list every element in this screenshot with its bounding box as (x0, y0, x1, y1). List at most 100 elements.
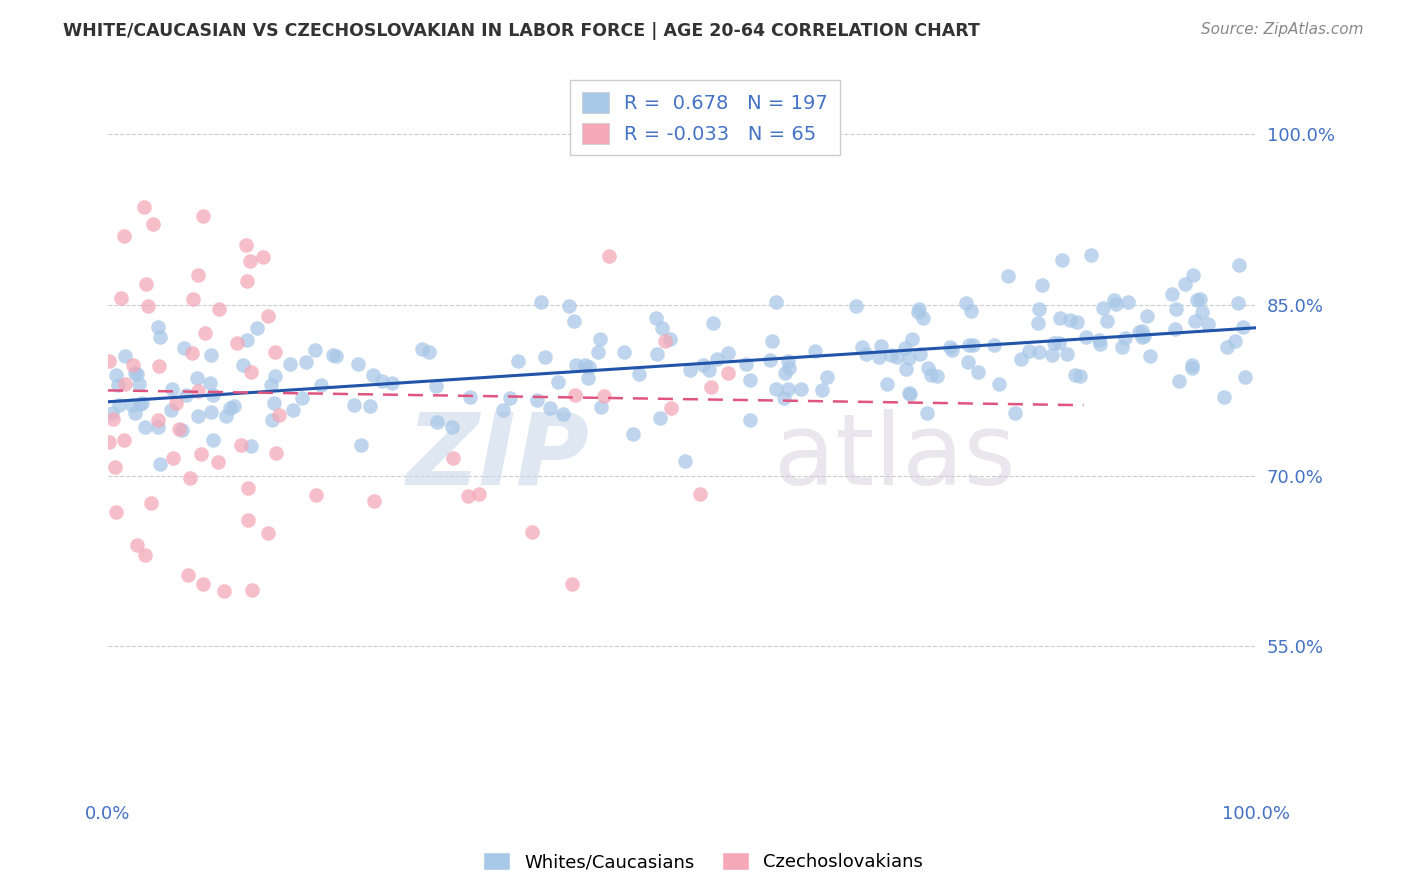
Point (121, 398, 143, 412)
Point (1185, 293, 1208, 307)
Point (260, 378, 283, 392)
Point (1047, 336, 1070, 351)
Point (530, 294, 553, 309)
Point (897, 385, 920, 400)
Point (1004, 406, 1026, 420)
Legend: R =  0.678   N = 197, R = -0.033   N = 65: R = 0.678 N = 197, R = -0.033 N = 65 (569, 80, 839, 155)
Point (1066, 315, 1088, 329)
Point (706, 352, 728, 367)
Point (135, 277, 157, 292)
Point (1052, 253, 1074, 268)
Point (202, 387, 225, 401)
Point (322, 348, 344, 362)
Point (1132, 328, 1154, 343)
Point (1227, 258, 1250, 272)
Point (941, 343, 963, 357)
Point (876, 377, 898, 392)
Point (162, 383, 184, 397)
Point (281, 402, 304, 417)
Point (187, 268, 209, 282)
Point (200, 405, 222, 419)
Point (778, 361, 800, 376)
Point (411, 342, 433, 356)
Point (1181, 361, 1204, 376)
Point (1111, 340, 1133, 354)
Point (181, 345, 204, 359)
Point (717, 345, 740, 359)
Point (1198, 318, 1220, 332)
Point (212, 584, 235, 599)
Point (565, 358, 588, 372)
Point (621, 427, 644, 442)
Legend: Whites/Caucasians, Czechoslovakians: Whites/Caucasians, Czechoslovakians (475, 845, 931, 879)
Point (104, 459, 127, 474)
Point (645, 311, 668, 326)
Point (1031, 278, 1053, 293)
Point (176, 388, 198, 402)
Point (128, 377, 150, 392)
Point (896, 362, 918, 376)
Point (855, 346, 877, 360)
Point (589, 332, 612, 346)
Point (778, 382, 800, 396)
Point (236, 274, 259, 288)
Point (561, 576, 583, 591)
Point (1128, 325, 1150, 339)
Point (689, 486, 711, 500)
Point (1136, 310, 1159, 324)
Point (880, 348, 903, 362)
Point (1233, 370, 1256, 384)
Point (200, 348, 222, 362)
Point (148, 320, 170, 334)
Point (810, 384, 832, 398)
Point (347, 357, 370, 371)
Point (1232, 319, 1254, 334)
Point (1189, 292, 1212, 306)
Point (1164, 301, 1187, 316)
Point (1088, 333, 1111, 347)
Point (1043, 336, 1066, 351)
Point (186, 371, 208, 385)
Point (1160, 287, 1182, 301)
Point (131, 396, 153, 410)
Point (294, 355, 316, 369)
Point (278, 357, 301, 371)
Point (988, 376, 1011, 391)
Point (651, 321, 673, 335)
Point (359, 399, 381, 413)
Point (1092, 301, 1115, 315)
Point (112, 434, 135, 448)
Point (142, 217, 165, 231)
Point (127, 367, 149, 381)
Point (134, 548, 156, 562)
Point (997, 269, 1019, 284)
Point (962, 338, 984, 352)
Point (1104, 296, 1126, 310)
Point (1028, 345, 1050, 359)
Point (219, 401, 242, 415)
Point (257, 310, 280, 324)
Point (172, 423, 194, 437)
Point (198, 376, 221, 390)
Point (679, 363, 702, 377)
Point (868, 350, 890, 364)
Point (1163, 322, 1185, 336)
Point (1063, 368, 1085, 383)
Point (1226, 295, 1249, 310)
Point (1028, 316, 1050, 330)
Point (103, 412, 125, 426)
Point (1130, 330, 1153, 344)
Point (235, 237, 257, 252)
Point (576, 371, 599, 385)
Point (201, 433, 224, 447)
Point (194, 326, 217, 341)
Point (1010, 352, 1032, 367)
Point (908, 302, 931, 317)
Point (114, 377, 136, 392)
Point (1076, 330, 1098, 344)
Point (457, 489, 479, 503)
Point (491, 403, 513, 417)
Point (957, 338, 980, 352)
Point (772, 391, 794, 405)
Point (425, 379, 447, 393)
